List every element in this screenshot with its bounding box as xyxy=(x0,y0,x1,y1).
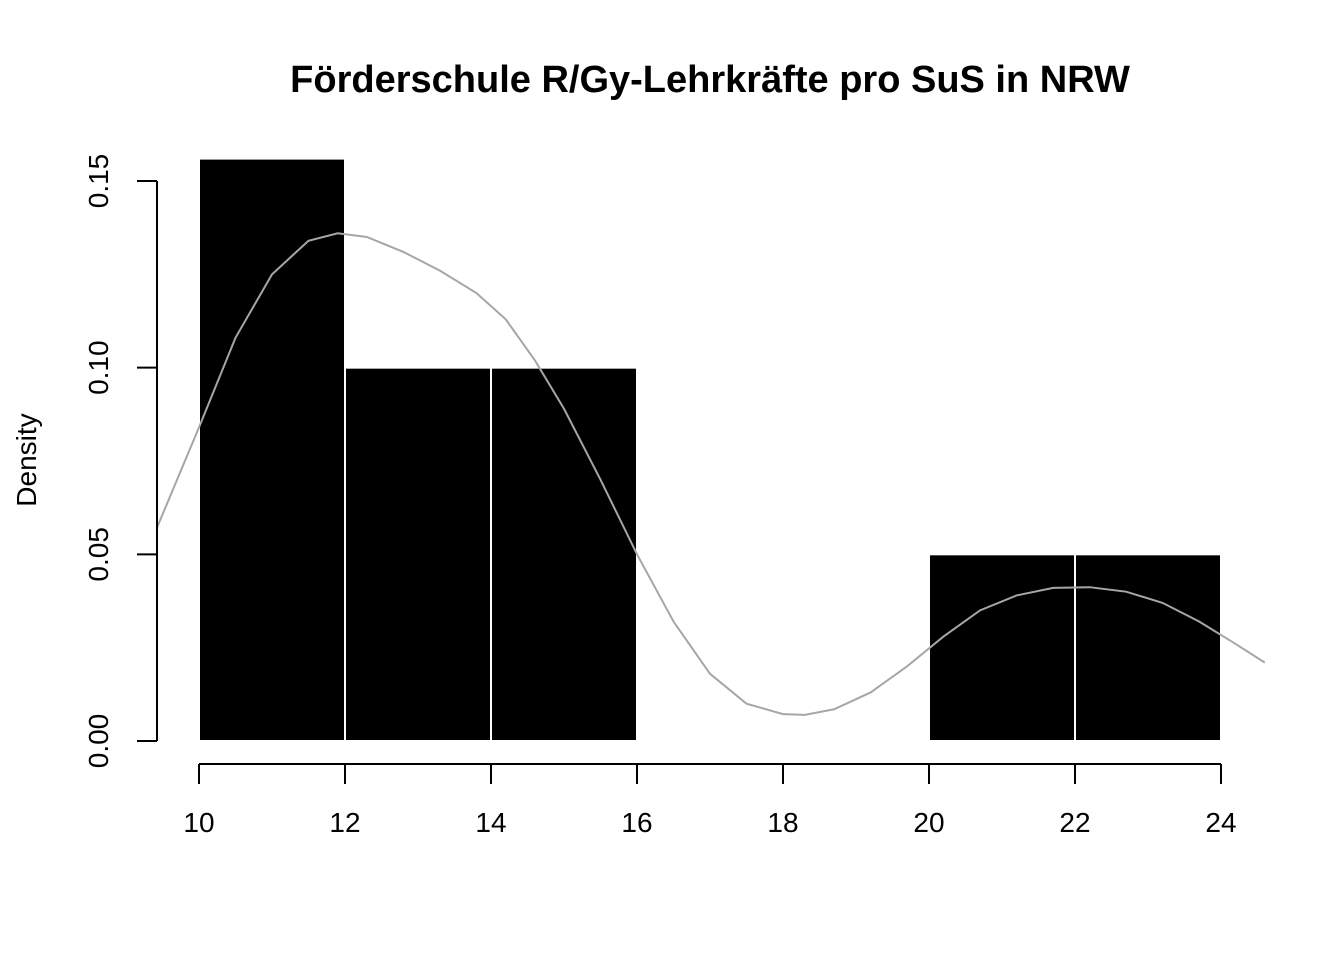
histogram-bar-22-24 xyxy=(1074,553,1222,742)
histogram-bar-12-14 xyxy=(344,366,492,742)
x-tick-label: 24 xyxy=(1205,807,1236,838)
histogram-bar-10-12 xyxy=(198,157,346,743)
x-tick-label: 10 xyxy=(183,807,214,838)
density-curve xyxy=(157,232,1265,716)
x-tick-label: 18 xyxy=(767,807,798,838)
x-tick-label: 22 xyxy=(1059,807,1090,838)
y-axis: 0.00 0.05 0.10 0.15 xyxy=(83,154,158,769)
y-tick-label: 0.15 xyxy=(83,154,114,209)
histogram-bar-20-22 xyxy=(928,553,1076,742)
y-tick-label: 0.10 xyxy=(83,340,114,395)
y-tick-label: 0.00 xyxy=(83,714,114,769)
x-tick-label: 16 xyxy=(621,807,652,838)
x-tick-label: 20 xyxy=(913,807,944,838)
bars-layer xyxy=(198,157,1222,743)
y-tick-label: 0.05 xyxy=(83,527,114,582)
x-tick-label: 14 xyxy=(475,807,506,838)
density-layer xyxy=(157,232,1265,716)
chart-title: Förderschule R/Gy-Lehrkräfte pro SuS in … xyxy=(290,59,1130,101)
x-tick-label: 12 xyxy=(329,807,360,838)
histogram-bar-14-16 xyxy=(490,366,638,742)
y-axis-label: Density xyxy=(11,413,42,506)
x-axis: 10 12 14 16 18 20 22 24 xyxy=(183,763,1237,838)
